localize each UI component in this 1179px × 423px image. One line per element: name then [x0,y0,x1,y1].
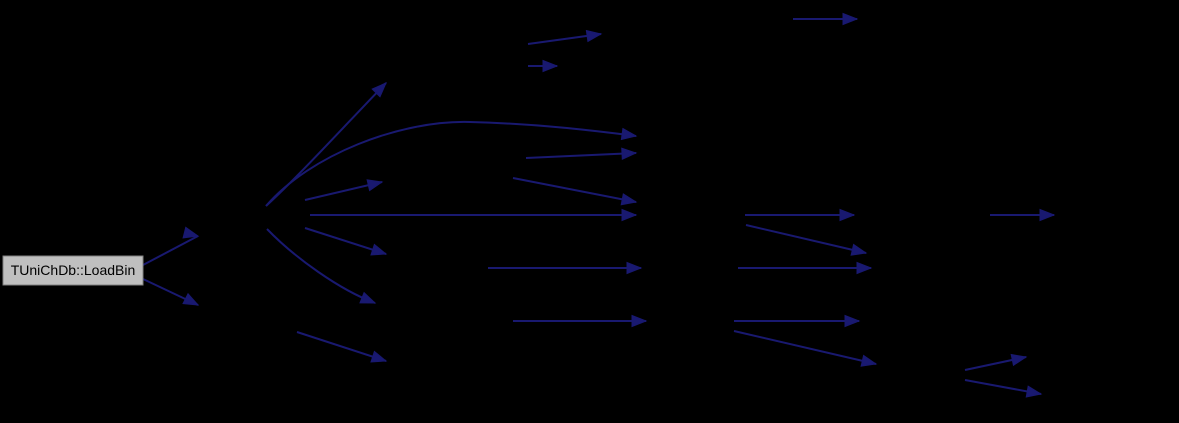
call-edge [296,331,387,362]
call-edge-arrowhead [371,82,387,98]
call-edge-arrowhead [359,291,377,304]
call-edge-arrowhead [842,12,859,26]
call-edge-arrowhead [626,261,643,275]
call-edge-arrowhead [850,243,868,256]
nodes-layer: TUniChDb::LoadBin [2,255,144,286]
call-edge [745,224,867,254]
call-edge-arrowhead [1039,208,1056,222]
call-edge-arrowhead [1010,353,1028,367]
graph-node-label: TUniChDb::LoadBin [11,262,136,278]
call-edge [266,228,376,304]
call-edge-arrowhead [370,350,388,363]
call-edge-arrowhead [844,314,861,328]
call-edge [265,120,637,207]
call-edge-arrowhead [856,261,873,275]
call-edge-arrowhead [620,193,638,206]
graph-node[interactable]: TUniChDb::LoadBin [2,255,144,286]
call-edge-arrowhead [620,127,638,141]
call-edge-arrowhead [621,147,638,160]
graph-node-box[interactable] [2,255,144,286]
edges-layer [142,12,1056,398]
call-edge-arrowhead [860,354,878,367]
call-edge-arrowhead [182,292,200,306]
call-edge-arrowhead [621,208,638,222]
call-edge-arrowhead [542,59,559,73]
call-edge-arrowhead [839,208,856,222]
call-edge [142,235,199,266]
call-edge [525,152,637,159]
call-edge-arrowhead [585,29,603,43]
call-edge-arrowhead [1025,385,1043,398]
call-edge-arrowhead [631,314,648,328]
call-edge [512,177,637,203]
call-edge-arrowhead [366,179,384,192]
call-edge-arrowhead [182,226,200,239]
call-edge [733,330,877,365]
call-edge-arrowhead [370,243,388,256]
